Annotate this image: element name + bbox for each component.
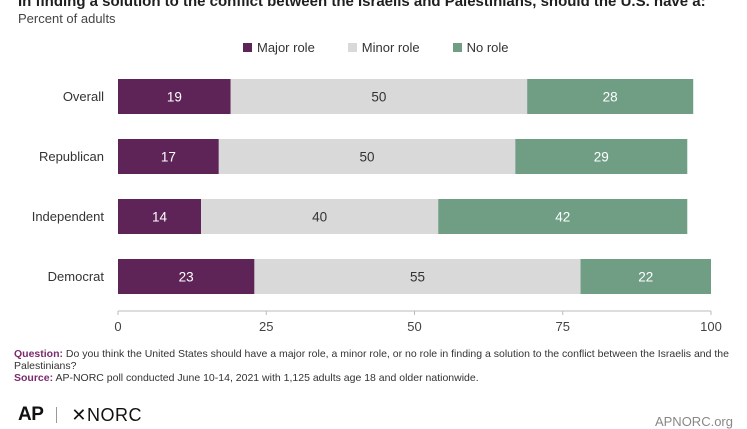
x-tick-label-75: 75 (556, 319, 570, 334)
bar-overall-major (118, 79, 231, 114)
data-label-republican-major: 17 (161, 150, 176, 165)
data-label-republican-none: 29 (594, 150, 609, 165)
legend-label-none: No role (466, 40, 509, 55)
stacked-bar-chart: Overall 19 50 28 Republican 17 50 29 Independent… (32, 79, 722, 334)
data-label-overall-none: 28 (603, 90, 618, 105)
data-label-overall-major: 19 (167, 90, 182, 105)
norc-logo: ✕NORC (71, 404, 142, 425)
data-label-independent-minor: 40 (312, 210, 327, 225)
question-label: Question: (14, 348, 63, 360)
category-label-independent: Independent (32, 209, 105, 224)
chart-legend: Major role Minor role No role (243, 40, 542, 55)
source-note: Source: AP-NORC poll conducted June 10-1… (14, 372, 739, 384)
category-label-democrat: Democrat (48, 269, 105, 284)
question-note: Question: Do you think the United States… (14, 348, 739, 372)
legend-swatch-none (452, 43, 462, 52)
x-tick-label-50: 50 (407, 319, 421, 334)
data-label-democrat-none: 22 (638, 270, 653, 285)
category-label-overall: Overall (63, 89, 104, 104)
legend-label-minor: Minor role (361, 40, 420, 55)
logo-divider (56, 407, 58, 423)
bar-independent-minor (201, 199, 439, 234)
ap-logo: AP (18, 404, 44, 425)
bar-democrat-major (118, 259, 255, 294)
logos: AP ✕NORC (18, 404, 142, 426)
legend-item-minor: Minor role (347, 40, 420, 55)
legend-swatch-major (243, 43, 252, 52)
bar-republican-none (515, 139, 688, 174)
category-label-republican: Republican (39, 149, 104, 164)
data-label-overall-minor: 50 (371, 90, 386, 105)
source-label: Source: (14, 372, 54, 384)
bar-democrat-minor (254, 259, 581, 294)
chart-title: In finding a solution to the conflict be… (18, 0, 706, 10)
data-label-independent-major: 14 (152, 210, 168, 225)
data-label-independent-none: 42 (555, 210, 570, 225)
bar-democrat-none (580, 259, 711, 294)
data-label-democrat-major: 23 (179, 270, 194, 285)
question-text: Do you think the United States should ha… (14, 348, 729, 372)
legend-swatch-minor (347, 43, 357, 52)
legend-label-major: Major role (257, 40, 315, 55)
bar-overall-none (527, 79, 694, 114)
legend-item-major: Major role (243, 40, 315, 55)
data-label-democrat-minor: 55 (410, 270, 425, 285)
bar-independent-major (118, 199, 202, 234)
source-text: AP-NORC poll conducted June 10-14, 2021 … (55, 372, 479, 384)
x-tick-label-0: 0 (114, 319, 121, 334)
site-url: APNORC.org (654, 414, 733, 429)
chart-footnote: Question: Do you think the United States… (14, 348, 739, 384)
data-label-republican-minor: 50 (360, 150, 375, 165)
x-tick-label-25: 25 (259, 319, 273, 334)
bar-republican-minor (218, 139, 516, 174)
chart-subtitle: Percent of adults (18, 11, 116, 26)
bar-overall-minor (230, 79, 528, 114)
bar-independent-none (438, 199, 688, 234)
legend-item-none: No role (452, 40, 509, 55)
bar-republican-major (118, 139, 219, 174)
x-tick-label-100: 100 (700, 319, 722, 334)
